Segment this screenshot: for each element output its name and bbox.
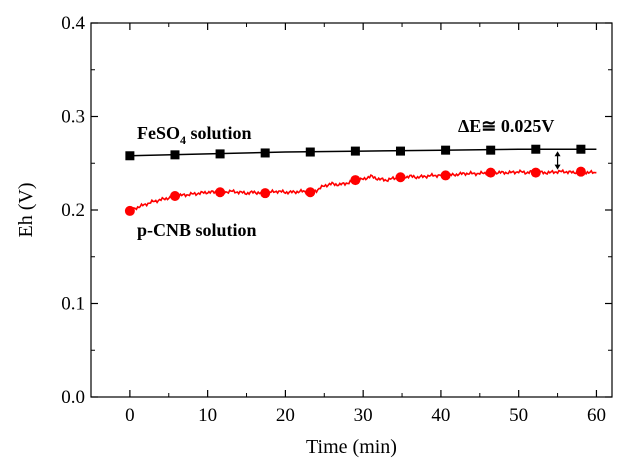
- y-axis-title: Eh (V): [15, 183, 37, 238]
- fe-solution-label: FeSO4 solution: [137, 123, 252, 147]
- p-cnb-data-point: [575, 166, 586, 177]
- feso4-data-point: [170, 150, 180, 160]
- x-tick-label: 0: [125, 405, 135, 426]
- delta-arrow-head-up: [554, 151, 561, 157]
- x-tick-label: 40: [431, 405, 450, 426]
- delta-arrow-head-down: [554, 164, 561, 170]
- feso4-data-point: [215, 149, 225, 159]
- p-cnb-data-point: [350, 175, 361, 186]
- y-tick-label: 0.3: [61, 107, 85, 128]
- x-axis-title: Time (min): [306, 436, 397, 458]
- x-axis-ticks: 0 10 20 30 40 50 60: [90, 23, 606, 426]
- x-tick-label: 60: [587, 405, 606, 426]
- y-axis-ticks: 0.0 0.1 0.2 0.3 0.4: [61, 13, 612, 408]
- x-tick-label: 20: [276, 405, 295, 426]
- p-cnb-data-point: [215, 187, 226, 198]
- fe-label-main: FeSO: [137, 123, 180, 143]
- p-cnb-data-point: [305, 187, 316, 198]
- feso4-data-point: [576, 144, 586, 154]
- fe-label-subscript: 4: [180, 133, 186, 147]
- feso4-data-point: [441, 145, 451, 155]
- p-cnb-data-point: [485, 167, 496, 178]
- feso4-data-point: [305, 147, 315, 157]
- p-cnb-data-point: [440, 170, 451, 181]
- plot-frame: [90, 22, 613, 398]
- fe-label-tail: solution: [186, 123, 252, 143]
- feso4-series-line: [129, 148, 597, 157]
- series-markers: [124, 144, 586, 216]
- y-tick-label: 0.4: [61, 13, 85, 34]
- p-cnb-data-point: [530, 167, 541, 178]
- delta-e-label: ΔE≅ 0.025V: [458, 116, 554, 136]
- y-tick-label: 0.2: [61, 200, 85, 221]
- x-tick-label: 50: [509, 405, 528, 426]
- p-cnb-series-line: [129, 168, 597, 212]
- x-tick-label: 10: [198, 405, 217, 426]
- feso4-data-point: [260, 148, 270, 158]
- cnb-solution-label: p-CNB solution: [137, 220, 257, 240]
- p-cnb-data-point: [169, 190, 180, 201]
- feso4-data-point: [395, 146, 405, 156]
- y-tick-label: 0.1: [61, 294, 85, 315]
- feso4-data-point: [531, 144, 541, 154]
- series-lines: [129, 148, 597, 212]
- p-cnb-data-point: [260, 188, 271, 199]
- delta-e-arrow: [554, 151, 561, 170]
- p-cnb-data-point: [395, 172, 406, 183]
- feso4-data-point: [125, 151, 135, 161]
- p-cnb-data-point: [124, 205, 135, 216]
- feso4-data-point: [350, 146, 360, 156]
- feso4-data-point: [486, 145, 496, 155]
- x-tick-label: 30: [354, 405, 373, 426]
- y-tick-label: 0.0: [61, 387, 85, 408]
